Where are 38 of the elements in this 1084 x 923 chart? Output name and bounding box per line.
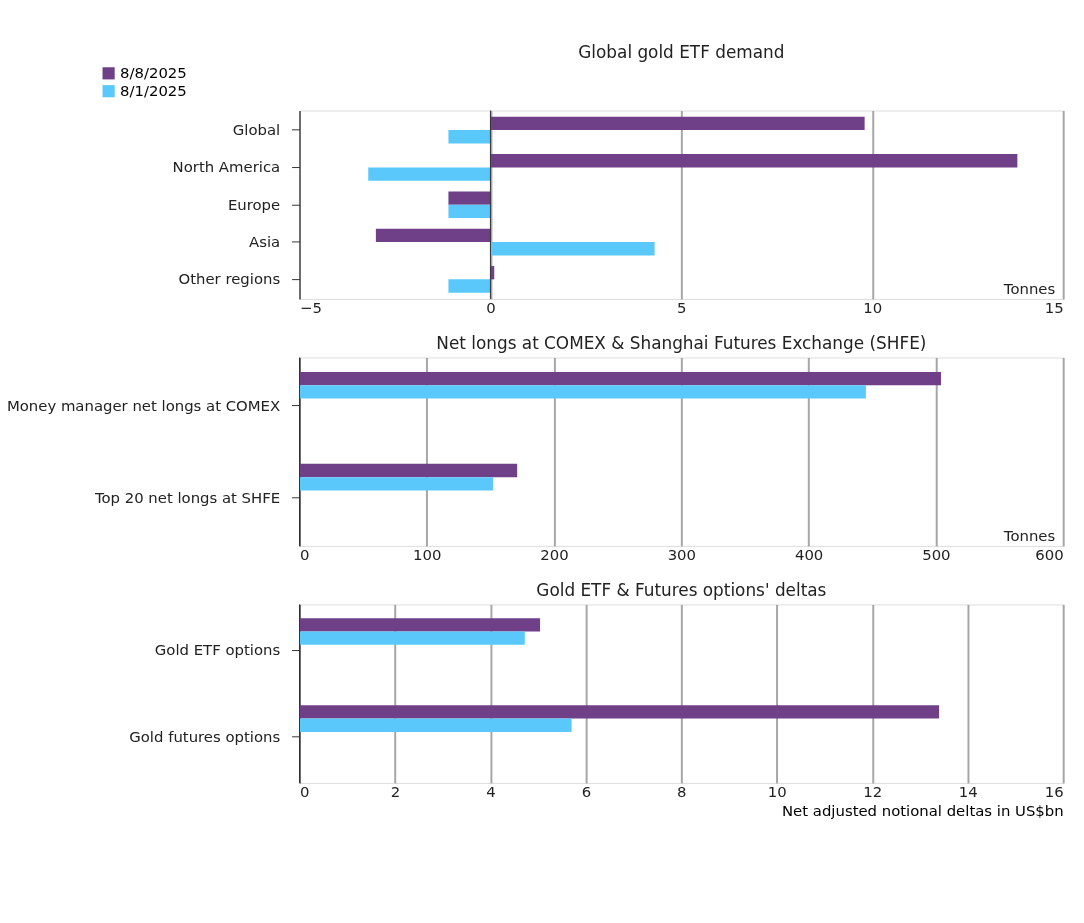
legend-label: 8/8/2025 (120, 64, 187, 83)
y-tick-label: North America (172, 158, 281, 177)
x-tick-label: 6 (581, 783, 592, 802)
y-tick-label: Gold futures options (129, 728, 281, 747)
y-tick-label: Asia (249, 233, 281, 252)
y-tick-label: Global (232, 121, 281, 140)
x-tick-label: 0 (300, 546, 310, 565)
x-tick-label: 15 (1044, 299, 1064, 318)
y-tick-label: Money manager net longs at COMEX (6, 396, 281, 415)
x-tick-label: 0 (300, 783, 310, 802)
y-tick-label: Gold ETF options (154, 641, 281, 660)
x-tick-label: 14 (958, 783, 978, 802)
x-tick-label: 400 (794, 546, 824, 565)
x-tick-label: 100 (413, 546, 442, 565)
x-tick-label: 16 (1044, 783, 1064, 802)
chart-title: Net longs at COMEX & Shanghai Futures Exchange (SHFE) (436, 333, 927, 354)
y-tick-label: Top 20 net longs at SHFE (93, 488, 281, 507)
x-tick-label: 300 (667, 546, 697, 565)
x-tick-label: −5 (300, 299, 322, 318)
x-tick-label: 12 (863, 783, 883, 802)
x-tick-label: 200 (540, 546, 569, 565)
x-tick-label: 10 (767, 783, 787, 802)
annotation: Tonnes (1002, 526, 1056, 545)
x-tick-label: 600 (1035, 546, 1064, 565)
x-tick-label: 0 (486, 299, 496, 318)
x-tick-label: 5 (677, 299, 687, 318)
x-tick-label: 500 (922, 546, 951, 565)
y-tick-label: Europe (227, 195, 281, 214)
annotation: Tonnes (1002, 280, 1056, 298)
chart-title: Global gold ETF demand (578, 41, 785, 62)
chart-title: Gold ETF & Futures options' deltas (536, 579, 827, 600)
y-tick-label: Other regions (178, 270, 281, 289)
x-axis-title: Net adjusted notional deltas in US$bn (782, 802, 1064, 821)
x-tick-label: 8 (677, 783, 687, 802)
legend-label: 8/1/2025 (120, 82, 187, 101)
x-tick-label: 4 (486, 783, 496, 802)
x-tick-label: 2 (390, 783, 401, 802)
x-tick-label: 10 (863, 299, 883, 318)
